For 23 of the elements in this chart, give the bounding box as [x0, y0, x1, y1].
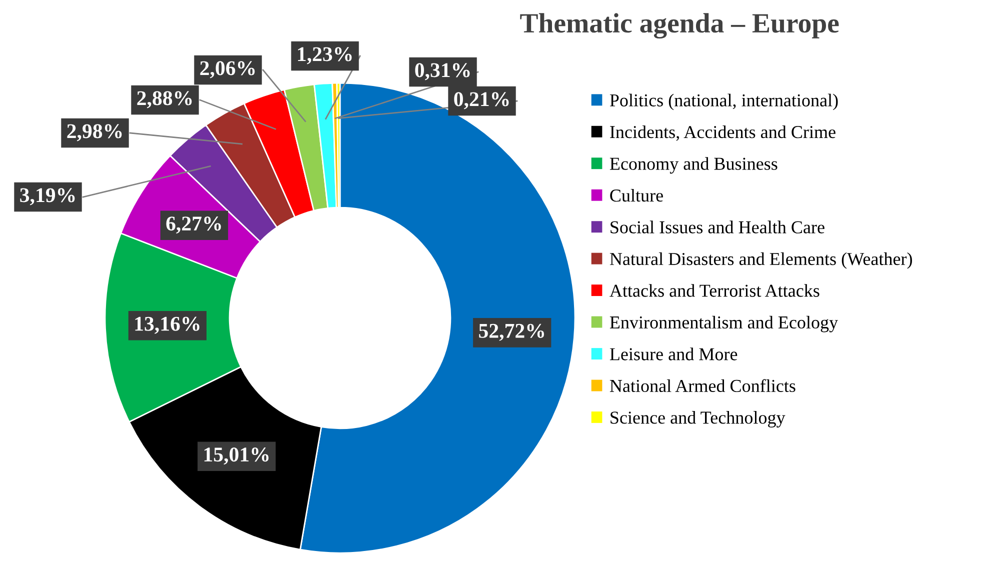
legend-label: National Armed Conflicts	[610, 379, 796, 392]
legend-label: Attacks and Terrorist Attacks	[610, 284, 820, 297]
legend-label: Science and Technology	[610, 411, 786, 428]
legend-label: Social Issues and Health Care	[610, 220, 824, 234]
data-label: 0,31%	[415, 63, 470, 80]
legend-label: Leisure and More	[610, 348, 738, 360]
data-label: 2,06%	[200, 61, 255, 78]
legend-label: Natural Disasters and Elements (Weather)	[610, 252, 912, 269]
data-label: 15,01%	[204, 448, 269, 465]
legend-label: Culture	[610, 188, 663, 202]
legend-label: Economy and Business	[610, 157, 778, 174]
data-label: 1,23%	[298, 47, 352, 64]
legend-label: Incidents, Accidents and Crime	[610, 125, 836, 141]
data-label: 13,16%	[135, 316, 200, 334]
legend-label: Politics (national, international)	[610, 94, 838, 110]
data-label: 2,98%	[67, 124, 122, 142]
data-label: 6,27%	[166, 216, 221, 234]
data-label: 52,72%	[479, 324, 544, 341]
chart-title: Thematic agenda – Europe	[520, 13, 839, 39]
data-label: 3,19%	[20, 188, 75, 206]
data-label: 0,21%	[454, 92, 509, 110]
legend-label: Environmentalism and Ecology	[610, 316, 838, 332]
data-label: 2,88%	[137, 91, 192, 108]
